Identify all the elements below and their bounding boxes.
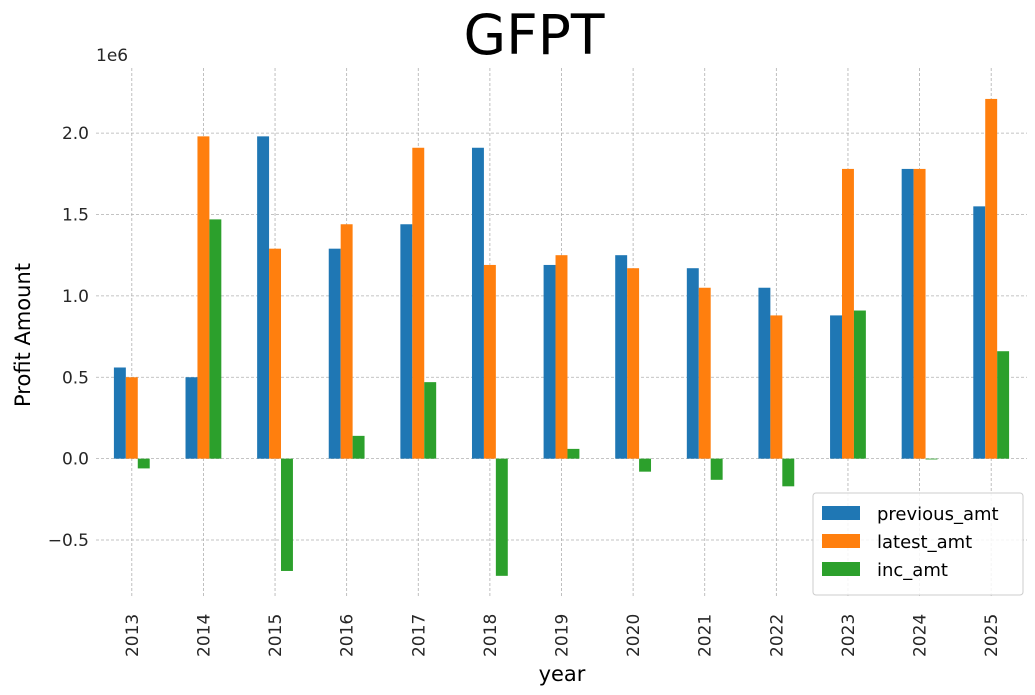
x-tick-label: 2023 xyxy=(839,614,859,657)
chart-title: GFPT xyxy=(463,3,604,67)
x-tick-label: 2015 xyxy=(266,614,286,657)
bar-inc_amt-2021 xyxy=(710,458,723,480)
bar-inc_amt-2017 xyxy=(424,382,437,459)
bar-latest_amt-2017 xyxy=(412,147,425,459)
bar-latest_amt-2025 xyxy=(985,98,998,459)
y-tick-label: 2.0 xyxy=(62,124,89,144)
y-tick-label: 0.0 xyxy=(62,450,89,470)
bar-inc_amt-2025 xyxy=(997,351,1010,459)
y-tick-label: 0.5 xyxy=(62,368,89,388)
bar-latest_amt-2021 xyxy=(698,287,711,459)
legend-swatch-inc_amt xyxy=(822,562,860,576)
bar-inc_amt-2022 xyxy=(782,458,795,487)
x-tick-label: 2022 xyxy=(767,614,787,657)
bar-previous_amt-2020 xyxy=(615,255,628,459)
x-tick-label: 2019 xyxy=(553,614,573,657)
legend-label-previous_amt: previous_amt xyxy=(877,504,999,525)
bar-previous_amt-2018 xyxy=(471,147,484,459)
bar-previous_amt-2015 xyxy=(257,136,270,459)
legend-frame xyxy=(812,492,1024,596)
x-tick-label: 2017 xyxy=(409,614,429,657)
x-tick-label: 2018 xyxy=(481,614,501,657)
bar-previous_amt-2017 xyxy=(400,224,413,459)
bar-latest_amt-2013 xyxy=(125,377,138,459)
bar-previous_amt-2016 xyxy=(328,248,341,459)
bar-latest_amt-2023 xyxy=(841,168,854,459)
bar-previous_amt-2013 xyxy=(113,367,126,459)
bar-previous_amt-2024 xyxy=(901,168,914,459)
x-tick-label: 2021 xyxy=(696,614,716,657)
bar-inc_amt-2015 xyxy=(281,458,293,571)
x-tick-label: 2013 xyxy=(123,614,143,657)
y-tick-label: 1.5 xyxy=(62,205,89,225)
bar-inc_amt-2018 xyxy=(495,458,508,576)
x-tick-label: 2025 xyxy=(982,614,1002,657)
y-offset-label: 1e6 xyxy=(96,46,128,66)
bar-inc_amt-2023 xyxy=(853,310,866,459)
bar-inc_amt-2016 xyxy=(352,435,365,459)
bar-latest_amt-2019 xyxy=(555,255,568,459)
x-tick-label: 2024 xyxy=(911,614,931,657)
bar-previous_amt-2023 xyxy=(830,315,842,459)
bar-latest_amt-2016 xyxy=(340,224,353,459)
bar-inc_amt-2013 xyxy=(137,458,150,469)
x-axis-title: year xyxy=(539,662,586,686)
bar-previous_amt-2014 xyxy=(185,377,198,459)
bar-previous_amt-2025 xyxy=(973,206,986,459)
bar-latest_amt-2018 xyxy=(483,264,496,459)
y-tick-label: −0.5 xyxy=(48,531,89,551)
x-tick-label: 2020 xyxy=(624,614,644,657)
y-tick-label: 1.0 xyxy=(62,287,89,307)
bar-previous_amt-2022 xyxy=(758,287,771,459)
bar-latest_amt-2022 xyxy=(770,315,783,459)
bar-inc_amt-2019 xyxy=(567,448,580,459)
legend-label-inc_amt: inc_amt xyxy=(877,560,948,581)
legend: previous_amt latest_amt inc_amt xyxy=(812,492,1024,596)
bar-inc_amt-2020 xyxy=(639,458,652,472)
y-axis-title: Profit Amount xyxy=(11,263,35,407)
bar-inc_amt-2024 xyxy=(925,458,938,460)
legend-label-latest_amt: latest_amt xyxy=(877,532,972,553)
y-tick-labels: −0.5 0.0 0.5 1.0 1.5 2.0 xyxy=(48,124,89,551)
x-tick-label: 2016 xyxy=(338,614,358,657)
bars xyxy=(113,98,1010,576)
bar-previous_amt-2019 xyxy=(543,264,556,459)
x-tick-labels: 2013 2014 2015 2016 2017 2018 2019 2020 2021 2022… xyxy=(123,614,1002,657)
bar-inc_amt-2014 xyxy=(209,219,222,459)
bar-previous_amt-2021 xyxy=(686,268,699,459)
bar-latest_amt-2024 xyxy=(913,168,926,459)
legend-swatch-previous_amt xyxy=(822,506,860,520)
bar-latest_amt-2015 xyxy=(269,248,282,459)
bar-latest_amt-2014 xyxy=(197,136,210,459)
legend-swatch-latest_amt xyxy=(822,534,860,548)
x-tick-label: 2014 xyxy=(194,614,214,657)
bar-latest_amt-2020 xyxy=(627,268,640,459)
